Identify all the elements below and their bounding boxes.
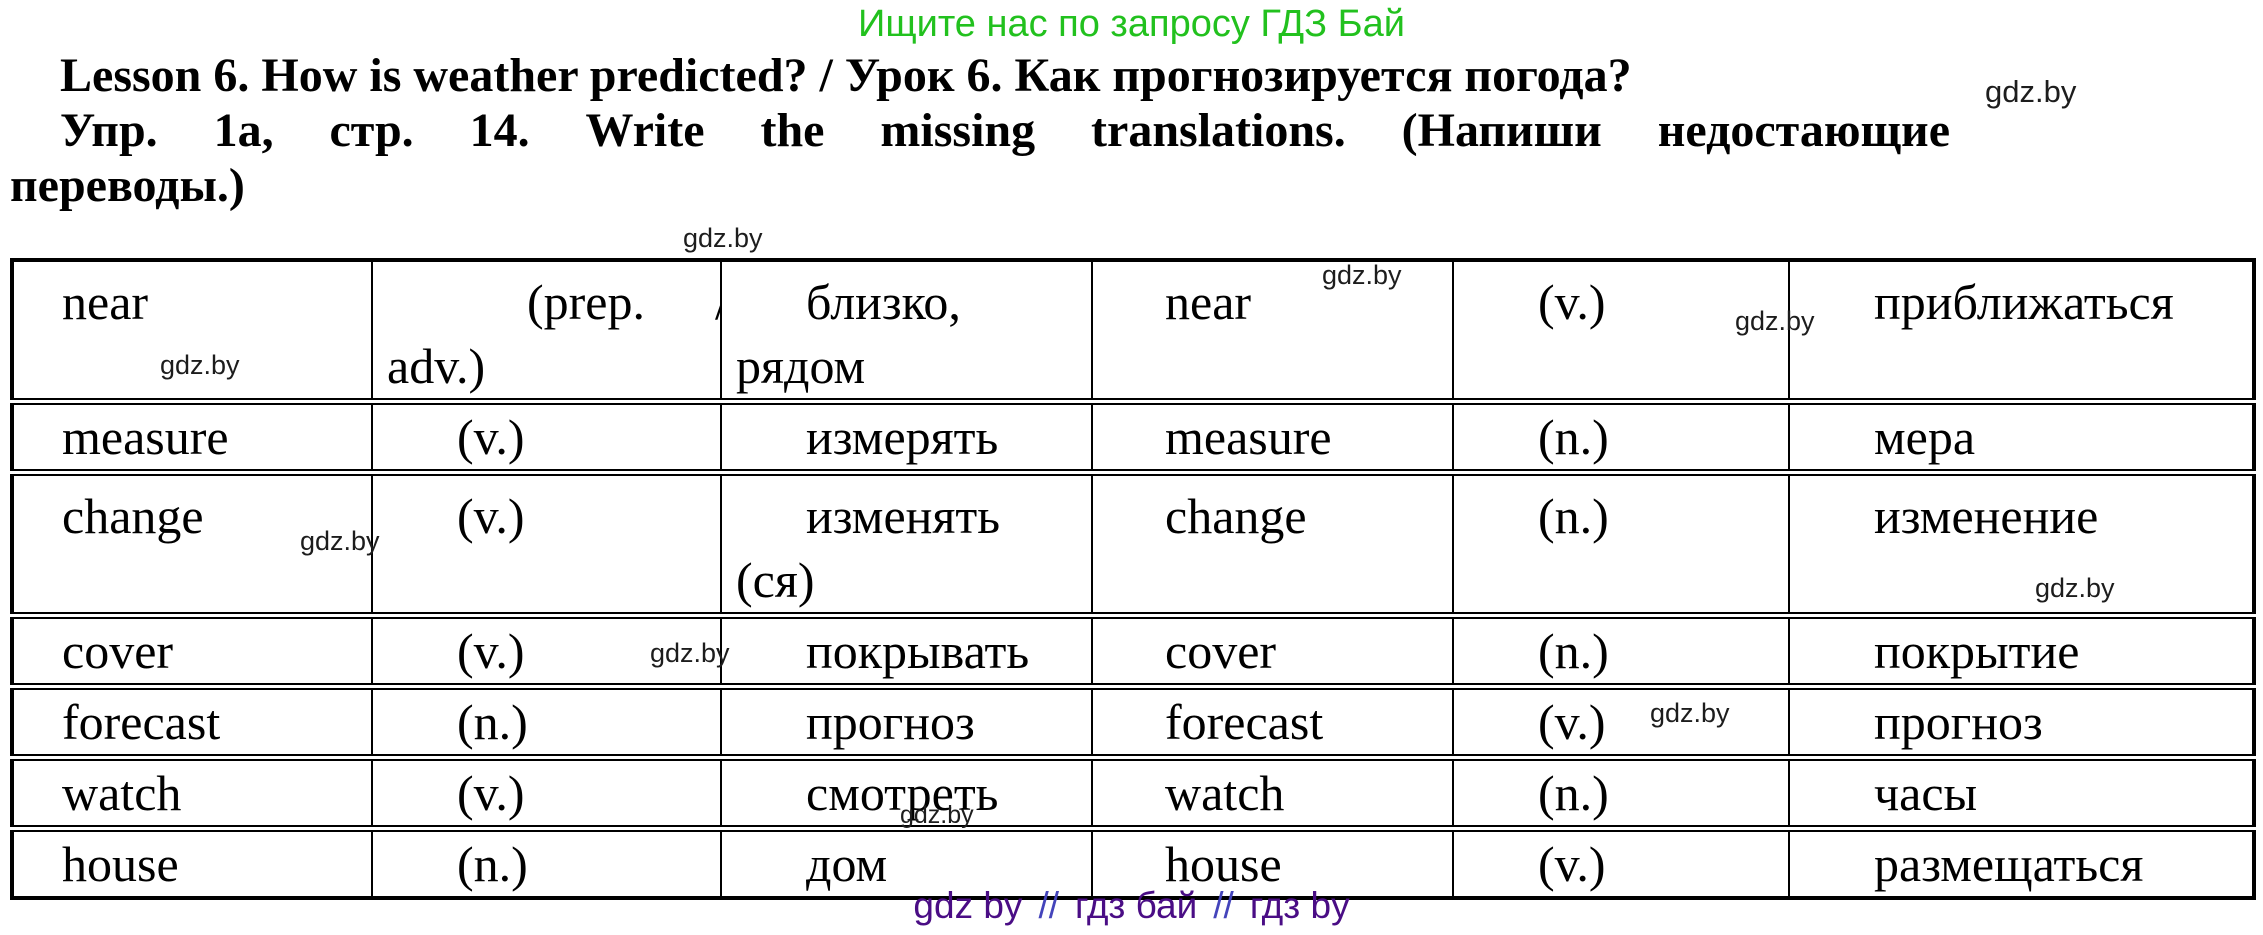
- translation-cell: мера: [1788, 398, 2254, 473]
- part-of-speech-cell: (v.): [1452, 260, 1789, 402]
- table-row: watch (v.) смотреть watch (n.) часы: [12, 754, 2254, 829]
- translation-cell: прогноз: [1788, 683, 2254, 758]
- translation-cell: покрывать: [720, 612, 1092, 687]
- part-of-speech-cell: (n.): [371, 825, 721, 898]
- gdz-watermark: gdz.by: [650, 638, 730, 668]
- table-row: house (n.) дом house (v.) размещаться: [12, 825, 2254, 898]
- part-of-speech-cell: (n.): [1452, 754, 1789, 829]
- part-of-speech-cell: (n.): [1452, 398, 1789, 473]
- translation-cell: изменение: [1788, 469, 2254, 616]
- translation-cell: размещаться: [1788, 825, 2254, 898]
- part-of-speech-cell: (n.): [371, 683, 721, 758]
- promo-banner: Ищите нас по запросу ГДЗ Бай: [858, 3, 1405, 45]
- exercise-title-line1: Упр. 1а, стр. 14. Write the missing tran…: [60, 104, 1950, 157]
- gdz-watermark: gdz.by: [1322, 260, 1402, 290]
- part-of-speech-cell: (prep./adv.): [371, 260, 721, 402]
- pos-slash: /: [645, 270, 721, 334]
- part-of-speech-cell: (v.): [1452, 825, 1789, 898]
- table-row: forecast (n.) прогноз forecast (v.) прогноз: [12, 683, 2254, 758]
- part-of-speech-cell: (v.): [1452, 683, 1789, 758]
- lesson-heading: Lesson 6. How is weather predicted? / Ур…: [10, 48, 1950, 213]
- part-of-speech-cell: (v.): [371, 754, 721, 829]
- footer-word: гдз by: [1249, 885, 1350, 926]
- english-word-cell: cover: [1091, 612, 1453, 687]
- gdz-watermark: gdz.by: [900, 801, 974, 829]
- footer-word: гдз бай: [1075, 885, 1198, 926]
- footer-word: gdz by: [913, 885, 1023, 926]
- english-word-cell: watch: [1091, 754, 1453, 829]
- english-word-cell: measure: [12, 398, 372, 473]
- part-of-speech-cell: (n.): [1452, 612, 1789, 687]
- english-word-cell: forecast: [12, 683, 372, 758]
- translation-cell: приближаться: [1788, 260, 2254, 402]
- english-word-cell: house: [1091, 825, 1453, 898]
- translation-cell: измерять: [720, 398, 1092, 473]
- part-of-speech-cell: (v.): [371, 469, 721, 616]
- translation-cell: дом: [720, 825, 1092, 898]
- gdz-watermark: gdz.by: [683, 223, 763, 253]
- translation-cell: покрытие: [1788, 612, 2254, 687]
- translation-cell: близко, рядом: [720, 260, 1092, 402]
- exercise-title-line2: переводы.): [10, 159, 245, 212]
- lesson-title: Lesson 6. How is weather predicted? / Ур…: [60, 49, 1632, 102]
- english-word-cell: change: [1091, 469, 1453, 616]
- english-word-cell: measure: [1091, 398, 1453, 473]
- pos-justified-line: (prep./: [387, 270, 721, 334]
- table-row: measure (v.) измерять measure (n.) мера: [12, 398, 2254, 473]
- english-word-cell: near: [62, 274, 149, 330]
- part-of-speech-cell: (v.): [371, 612, 721, 687]
- table-row: cover (v.) покрывать cover (n.) покрытие: [12, 612, 2254, 687]
- gdz-watermark: gdz.by: [1650, 698, 1730, 728]
- footer-separator: //: [1038, 885, 1059, 926]
- gdz-watermark: gdz.by: [1985, 74, 2077, 109]
- translations-table: near(prep./adv.)близко, рядомnear(v.)при…: [10, 258, 2256, 900]
- gdz-watermark: gdz.by: [1735, 306, 1815, 336]
- footer-keywords: gdz by // гдз бай // гдз by: [0, 886, 2263, 926]
- english-word-cell: house: [12, 825, 372, 898]
- part-of-speech-cell: (n.): [1452, 469, 1789, 616]
- translation-cell: часы: [1788, 754, 2254, 829]
- english-word-cell: change: [12, 469, 372, 616]
- english-word-cell: forecast: [1091, 683, 1453, 758]
- part-of-speech-cell: (v.): [371, 398, 721, 473]
- gdz-watermark: gdz.by: [160, 350, 240, 380]
- translation-cell: изменять (ся): [720, 469, 1092, 616]
- gdz-watermark: gdz.by: [2035, 573, 2115, 603]
- footer-separator: //: [1213, 885, 1234, 926]
- table-row: near(prep./adv.)близко, рядомnear(v.)при…: [12, 260, 2254, 402]
- table-row: change (v.) изменять (ся) change (n.) изменен…: [12, 469, 2254, 616]
- translation-cell: прогноз: [720, 683, 1092, 758]
- translation-cell: смотреть: [720, 754, 1092, 829]
- english-word-cell: watch: [12, 754, 372, 829]
- translations-table-body: near(prep./adv.)близко, рядомnear(v.)при…: [12, 260, 2254, 898]
- english-word-cell: cover: [12, 612, 372, 687]
- gdz-watermark: gdz.by: [300, 526, 380, 556]
- english-word-cell: near: [1091, 260, 1453, 402]
